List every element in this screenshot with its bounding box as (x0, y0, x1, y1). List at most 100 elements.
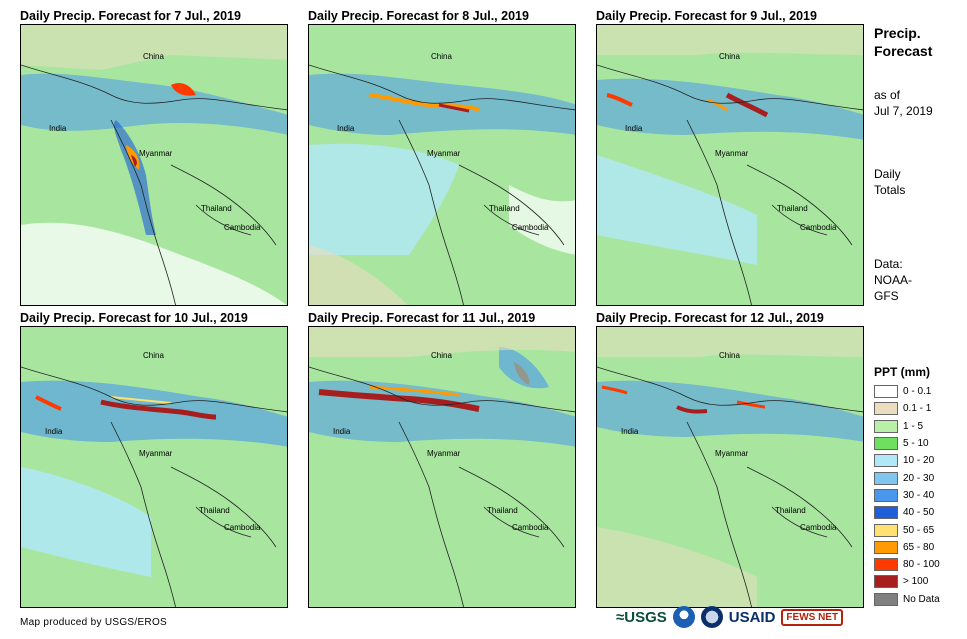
panel-title: Daily Precip. Forecast for 7 Jul., 2019 (20, 9, 241, 23)
legend-swatch (874, 402, 898, 416)
precip-map-day5: China India Myanmar Thailand Cambodia (308, 326, 576, 608)
legend-item: 65 - 80 (874, 539, 940, 556)
label-myanmar: Myanmar (139, 149, 173, 158)
label-india: India (333, 427, 351, 436)
title-line1: Precip. (874, 25, 921, 41)
label-cambodia: Cambodia (512, 523, 549, 532)
legend-label: 80 - 100 (903, 559, 940, 571)
label-china: China (431, 52, 452, 61)
legend-swatch (874, 523, 898, 537)
legend-label: 10 - 20 (903, 455, 935, 467)
legend: 0 - 0.1 0.1 - 1 1 - 5 5 - 10 10 - 20 20 - 30 3… (874, 383, 940, 608)
label-cambodia: Cambodia (800, 523, 837, 532)
label-thailand: Thailand (201, 204, 232, 213)
legend-swatch (874, 419, 898, 433)
totals-line1: Daily (874, 167, 901, 181)
legend-swatch (874, 385, 898, 399)
label-china: China (143, 52, 164, 61)
legend-swatch (874, 471, 898, 485)
precip-map-day1: China India Myanmar Thailand Cambodia (20, 24, 288, 306)
label-cambodia: Cambodia (224, 223, 261, 232)
label-thailand: Thailand (487, 506, 518, 515)
map-graphic: China India Myanmar Thailand Cambodia (309, 327, 575, 607)
legend-label: 1 - 5 (903, 420, 924, 432)
precip-map-day3: China India Myanmar Thailand Cambodia (596, 24, 864, 306)
label-india: India (625, 124, 643, 133)
legend-swatch (874, 558, 898, 572)
label-india: India (45, 427, 63, 436)
asof-line1: as of (874, 88, 901, 102)
noaa-logo-icon (672, 606, 695, 628)
asof-line2: Jul 7, 2019 (874, 104, 933, 118)
panel-title: Daily Precip. Forecast for 8 Jul., 2019 (308, 9, 529, 23)
panel-title: Daily Precip. Forecast for 12 Jul., 2019 (596, 311, 824, 325)
map-credit: Map produced by USGS/EROS (20, 617, 168, 628)
label-thailand: Thailand (777, 204, 808, 213)
data-line3: GFS (874, 289, 899, 303)
precip-map-day4: China India Myanmar Thailand Cambodia (20, 326, 288, 608)
label-china: China (143, 351, 164, 360)
legend-item: 0.1 - 1 (874, 400, 940, 417)
map-graphic: China India Myanmar Thailand Cambodia (309, 25, 575, 305)
totals-line2: Totals (874, 183, 906, 197)
legend-swatch (874, 437, 898, 451)
map-graphic: China India Myanmar Thailand Cambodia (21, 25, 287, 305)
legend-item: 0 - 0.1 (874, 383, 940, 400)
label-china: China (719, 351, 740, 360)
legend-swatch (874, 454, 898, 468)
label-myanmar: Myanmar (715, 449, 749, 458)
data-line2: NOAA- (874, 273, 913, 287)
label-india: India (621, 427, 639, 436)
daily-totals: Daily Totals (874, 166, 905, 198)
legend-item: 10 - 20 (874, 452, 940, 469)
legend-item: 20 - 30 (874, 469, 940, 486)
label-myanmar: Myanmar (427, 149, 461, 158)
label-myanmar: Myanmar (139, 449, 173, 458)
fews-net-logo: FEWS NET (781, 608, 844, 626)
map-graphic: China India Myanmar Thailand Cambodia (597, 327, 863, 607)
legend-swatch (874, 592, 898, 606)
map-graphic: China India Myanmar Thailand Cambodia (597, 25, 863, 305)
label-india: India (49, 124, 67, 133)
label-cambodia: Cambodia (512, 223, 549, 232)
legend-label: 40 - 50 (903, 507, 935, 519)
usgs-logo: ≈USGS (616, 608, 667, 626)
legend-swatch (874, 506, 898, 520)
legend-swatch (874, 575, 898, 589)
legend-title: PPT (mm) (874, 365, 931, 379)
data-line1: Data: (874, 257, 903, 271)
legend-label: 0 - 0.1 (903, 386, 932, 398)
legend-label: 30 - 40 (903, 489, 935, 501)
panel-title: Daily Precip. Forecast for 11 Jul., 2019 (308, 311, 536, 325)
title-line2: Forecast (874, 43, 933, 59)
precip-map-day6: China India Myanmar Thailand Cambodia (596, 326, 864, 608)
as-of-date: as of Jul 7, 2019 (874, 87, 933, 119)
legend-item: 1 - 5 (874, 418, 940, 435)
legend-label: 5 - 10 (903, 438, 929, 450)
legend-swatch (874, 488, 898, 502)
legend-item: 50 - 65 (874, 521, 940, 538)
side-title: Precip. Forecast (874, 24, 932, 60)
label-myanmar: Myanmar (427, 449, 461, 458)
legend-swatch (874, 540, 898, 554)
legend-label: No Data (903, 593, 940, 605)
usaid-seal-icon (700, 606, 723, 628)
legend-item: > 100 (874, 573, 940, 590)
logo-strip: ≈USGS USAID FEWS NET (616, 606, 844, 628)
label-myanmar: Myanmar (715, 149, 749, 158)
legend-label: > 100 (903, 576, 929, 588)
legend-item: No Data (874, 591, 940, 608)
data-source: Data: NOAA- GFS (874, 256, 912, 304)
legend-item: 40 - 50 (874, 504, 940, 521)
label-cambodia: Cambodia (800, 223, 837, 232)
label-thailand: Thailand (489, 204, 520, 213)
usaid-logo: USAID (728, 608, 776, 626)
label-india: India (337, 124, 355, 133)
precip-map-day2: China India Myanmar Thailand Cambodia (308, 24, 576, 306)
label-china: China (431, 351, 452, 360)
legend-label: 50 - 65 (903, 524, 935, 536)
legend-item: 80 - 100 (874, 556, 940, 573)
panel-title: Daily Precip. Forecast for 10 Jul., 2019 (20, 311, 248, 325)
legend-item: 5 - 10 (874, 435, 940, 452)
label-china: China (719, 52, 740, 61)
